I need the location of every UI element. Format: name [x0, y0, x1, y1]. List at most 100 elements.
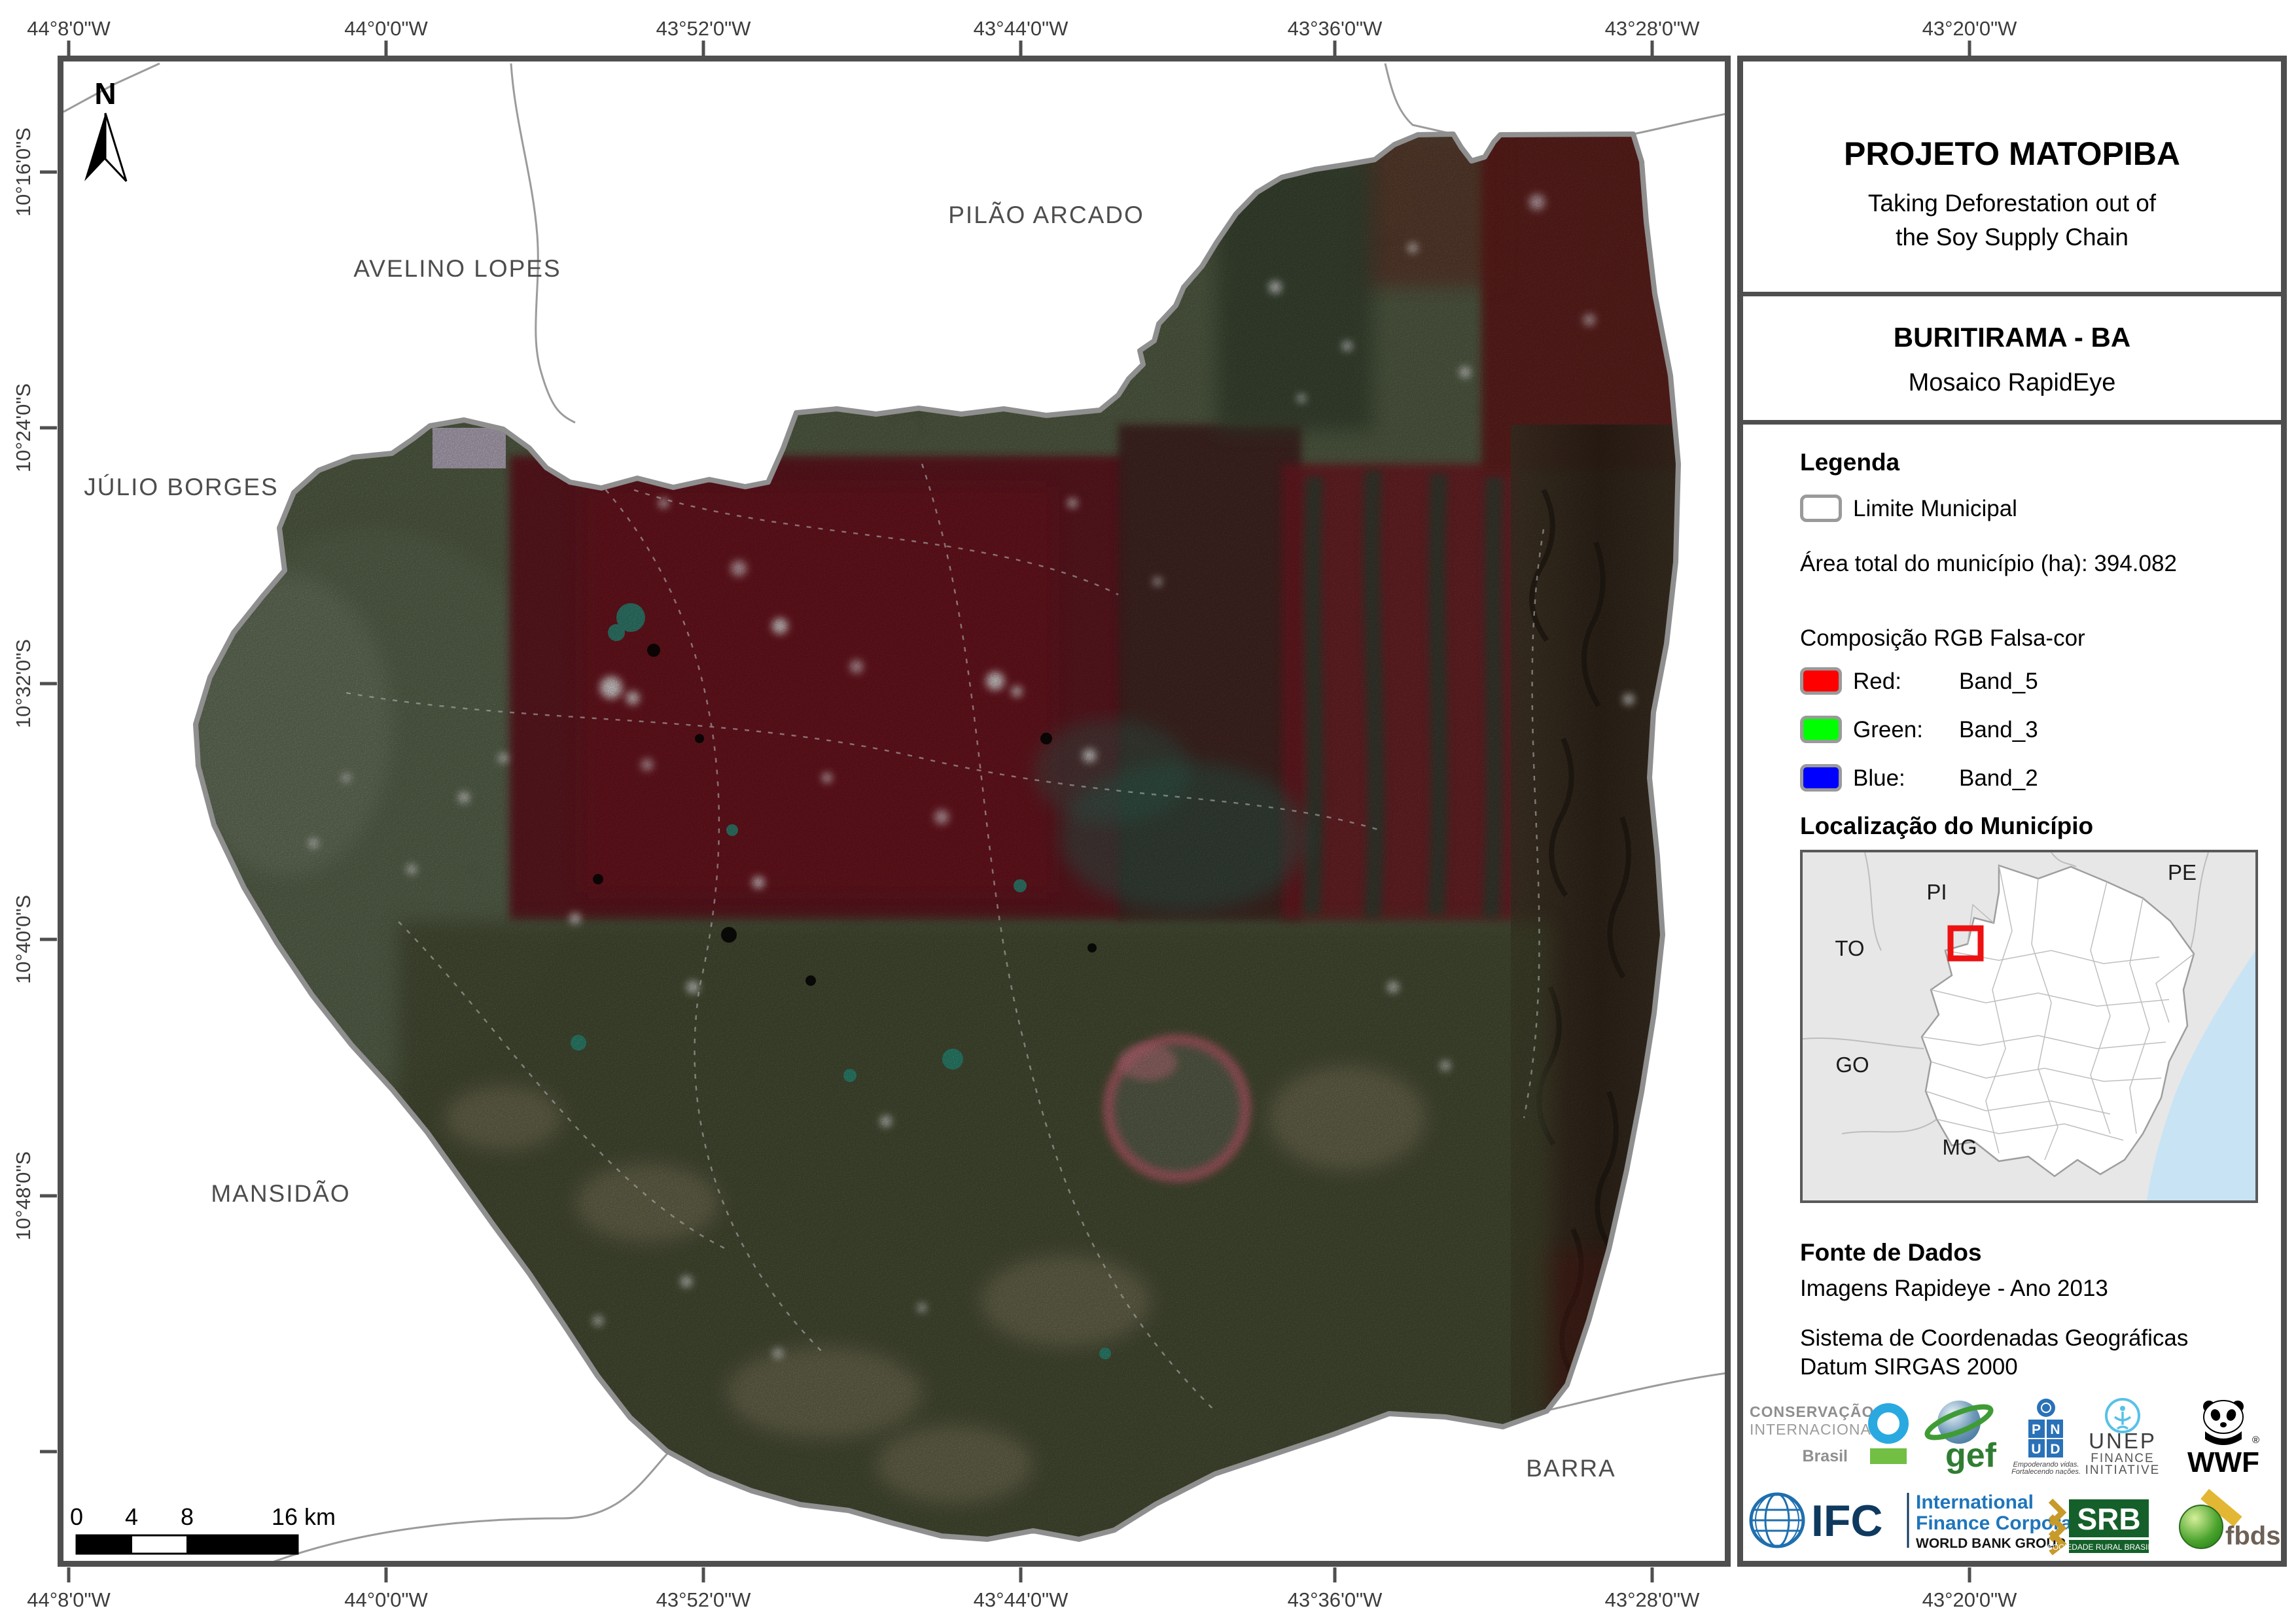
coord-label-top-6: 43°20'0"W [1922, 17, 2017, 40]
legend-swatch-red [1800, 667, 1842, 695]
fonte-line1: Imagens Rapideye - Ano 2013 [1800, 1276, 2108, 1301]
legend-label-limite: Limite Municipal [1853, 496, 2017, 521]
panel-divider-1 [1743, 292, 2281, 296]
pnud-letter-n: N [2050, 1422, 2060, 1437]
tick-bottom-5 [1650, 1567, 1654, 1582]
conservacao-internacional-logo: CONSERVAÇÃO INTERNACIONAL Brasil [1750, 1403, 1909, 1465]
pnud-letter-u: U [2031, 1442, 2041, 1457]
place-label-mansidao: MANSIDÃO [211, 1180, 350, 1207]
ci-line1: CONSERVAÇÃO [1750, 1403, 1874, 1420]
logo-row-1: CONSERVAÇÃO INTERNACIONAL Brasil gef P N [1750, 1398, 2259, 1475]
tick-bottom-6 [1968, 1567, 1971, 1582]
legend-swatch-blue [1800, 764, 1842, 792]
wwf-panda-icon [2203, 1400, 2244, 1445]
legend-band-red: Band_5 [1959, 669, 2038, 694]
scale-label-4: 4 [125, 1503, 138, 1530]
location-heading: Localização do Município [1800, 812, 2094, 839]
inset-label-pe: PE [2168, 860, 2197, 884]
fonte-line2: Sistema de Coordenadas Geográficas [1800, 1325, 2189, 1351]
side-panel: PROJETO MATOPIBA Taking Deforestation ou… [1737, 56, 2287, 1567]
tick-left-4 [40, 1194, 57, 1198]
fbds-logo: fbds [2179, 1489, 2280, 1550]
coord-label-left-4: 10°48'0"S [12, 1151, 35, 1241]
pnud-emblem-icon [2037, 1399, 2055, 1417]
legend-heading: Legenda [1800, 449, 1900, 476]
map-canvas: PILÃO ARCADO AVELINO LOPES JÚLIO BORGES … [63, 62, 1725, 1561]
panel-divider-2 [1743, 420, 2281, 425]
ifc-globe-icon [1749, 1492, 1805, 1548]
location-inset-map: PI PE TO GO MG [1800, 850, 2258, 1203]
legend-area-text: Área total do município (ha): 394.082 [1800, 551, 2177, 576]
tick-left-1 [40, 426, 57, 430]
srb-wheat-icon [2048, 1498, 2067, 1556]
tick-left-0 [40, 170, 57, 174]
gef-swoosh-icon [1924, 1404, 1994, 1440]
place-label-julio-borges: JÚLIO BORGES [84, 474, 278, 500]
coord-label-left-0: 10°16'0"S [12, 127, 35, 217]
unep-fi-logo: UNEP FINANCE INITIATIVE [2085, 1398, 2161, 1475]
ci-sub: Brasil [1803, 1447, 1848, 1465]
fonte-heading: Fonte de Dados [1800, 1239, 1982, 1266]
inset-canvas: PI PE TO GO MG [1802, 852, 2255, 1200]
coord-label-top-3: 43°44'0"W [973, 17, 1069, 40]
municipality-highlight-square [1947, 925, 1984, 962]
wwf-text: WWF [2187, 1446, 2259, 1475]
tick-bottom-1 [384, 1567, 388, 1582]
tick-top-2 [701, 41, 705, 56]
scale-label-16km: 16 km [272, 1503, 336, 1530]
unep-text-3: INITIATIVE [2085, 1463, 2161, 1475]
ci-green-bar-icon [1870, 1448, 1907, 1464]
ifc-logo: IFC International Finance Corporation WO… [1749, 1492, 2108, 1551]
pnud-tagline-1: Empoderando vidas. [2013, 1461, 2079, 1469]
tick-bottom-4 [1333, 1567, 1337, 1582]
fbds-text: fbds [2225, 1522, 2280, 1550]
coord-label-top-0: 44°8'0"W [27, 17, 111, 40]
legend-band-blue: Band_2 [1959, 765, 2038, 791]
tick-left-5 [40, 1450, 57, 1454]
place-label-pilao-arcado: PILÃO ARCADO [948, 201, 1144, 228]
scale-label-16: 8 [181, 1503, 194, 1530]
gef-logo: gef [1924, 1401, 1997, 1475]
ci-line2: INTERNACIONAL [1750, 1421, 1881, 1438]
municipality-title: BURITIRAMA - BA [1893, 322, 2131, 353]
tick-top-6 [1968, 41, 1971, 56]
pnud-logo: P N U D Empoderando vidas. Fortalecendo … [2011, 1399, 2081, 1475]
pnud-tagline-2: Fortalecendo nações. [2011, 1468, 2081, 1475]
coord-label-left-3: 10°40'0"S [12, 894, 35, 985]
scale-label-0: 0 [70, 1503, 83, 1530]
srb-logo: SRB SOCIEDADE RURAL BRASILEIRA [2047, 1498, 2170, 1556]
inset-label-pi: PI [1926, 880, 1947, 904]
coord-label-bottom-5: 43°28'0"W [1604, 1588, 1700, 1611]
srb-abbr: SRB [2077, 1502, 2140, 1536]
legend-composition-text: Composição RGB Falsa-cor [1800, 625, 2085, 651]
tick-bottom-0 [67, 1567, 71, 1582]
inset-label-to: TO [1835, 936, 1864, 960]
north-arrow-icon: N [84, 77, 128, 183]
tick-top-5 [1650, 41, 1654, 56]
coord-label-bottom-6: 43°20'0"W [1922, 1588, 2017, 1611]
wwf-logo: WWF ® [2187, 1400, 2259, 1475]
legend-label-red: Red: [1853, 669, 1901, 694]
municipality-boundary [193, 131, 1681, 1542]
coord-label-top-5: 43°28'0"W [1604, 17, 1700, 40]
fbds-bar-icon [2200, 1489, 2242, 1527]
pnud-letter-p: P [2032, 1422, 2041, 1437]
legend-swatch-limite [1800, 495, 1842, 522]
place-label-barra: BARRA [1526, 1455, 1616, 1482]
project-title: PROJETO MATOPIBA [1844, 135, 2180, 172]
ifc-line3: WORLD BANK GROUP [1916, 1536, 2066, 1551]
srb-sub: SOCIEDADE RURAL BRASILEIRA [2047, 1543, 2170, 1552]
mosaic-subtitle: Mosaico RapidEye [1908, 369, 2116, 396]
gef-text: gef [1945, 1437, 1997, 1475]
inset-label-mg: MG [1942, 1135, 1977, 1159]
legend-label-green: Green: [1853, 717, 1923, 742]
legend-label-blue: Blue: [1853, 765, 1905, 791]
fbds-sphere-icon [2179, 1505, 2223, 1549]
unep-text-1: UNEP [2089, 1429, 2157, 1453]
tick-top-1 [384, 41, 388, 56]
coord-label-top-1: 44°0'0"W [344, 17, 428, 40]
project-subtitle-line2: the Soy Supply Chain [1896, 224, 2128, 251]
neighbor-boundaries [63, 62, 1725, 1561]
coord-label-top-2: 43°52'0"W [656, 17, 751, 40]
